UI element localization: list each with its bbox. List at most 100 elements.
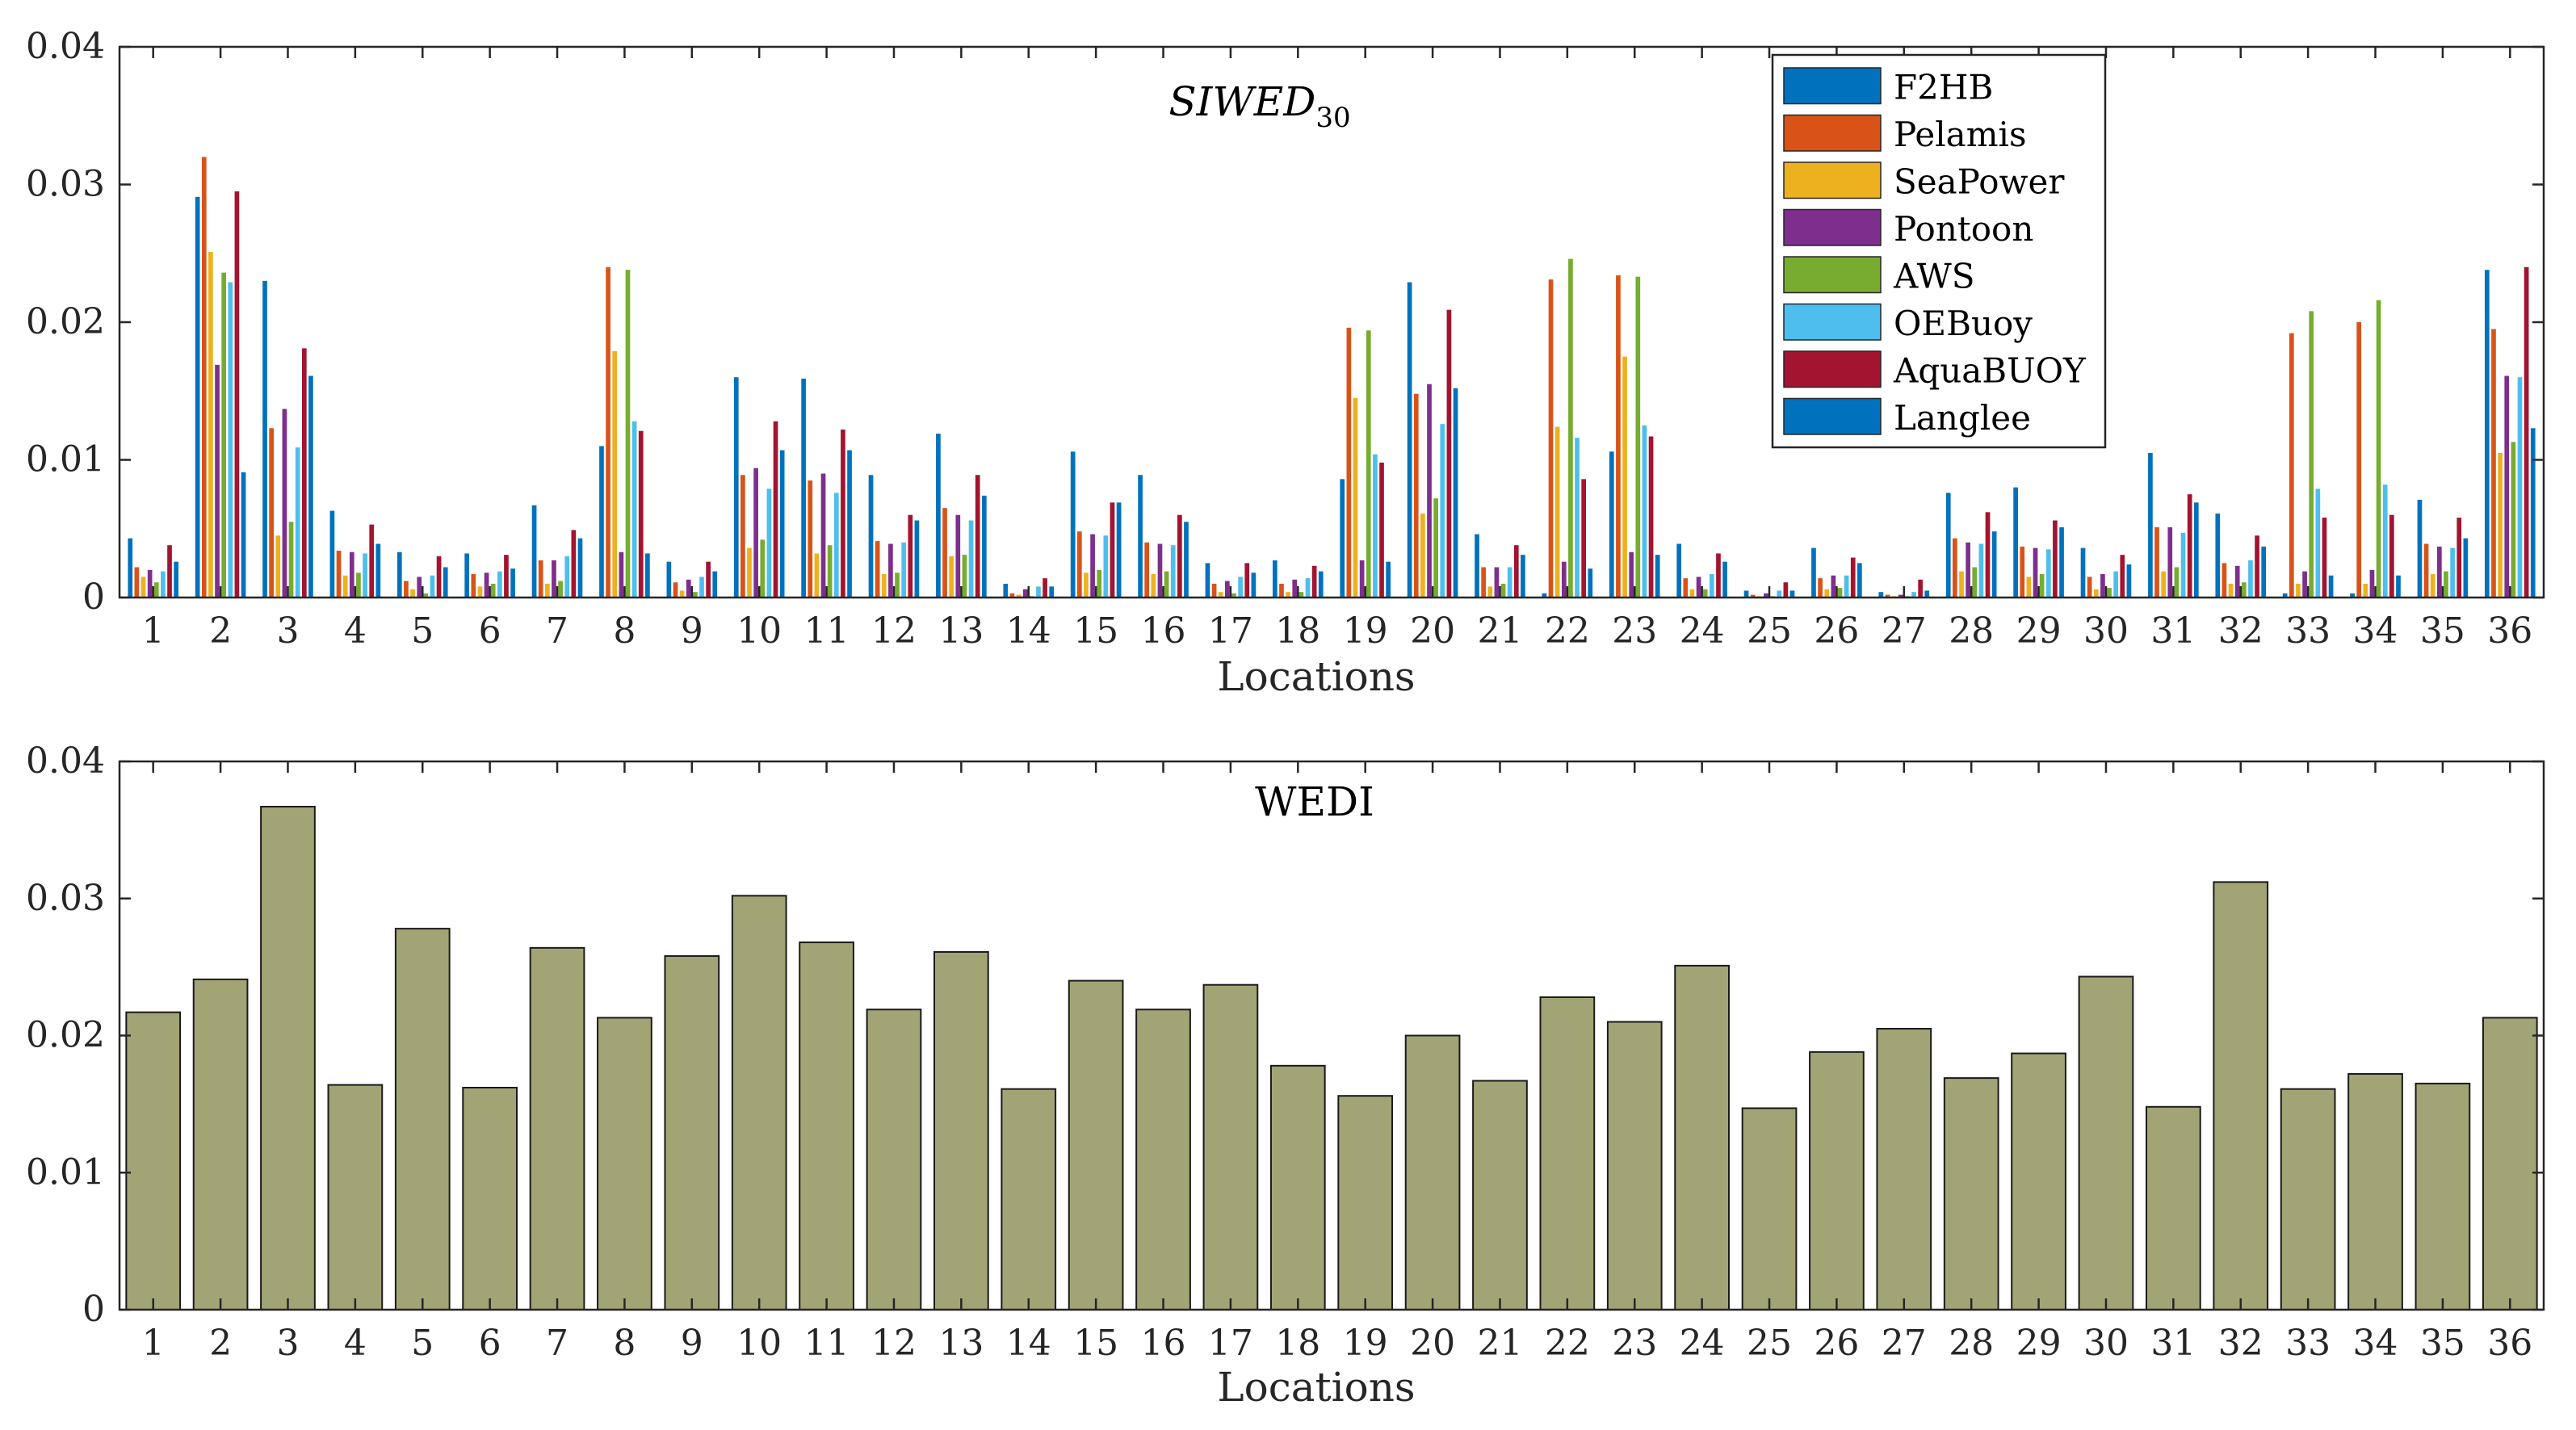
- bar-wedi-loc-35: [2414, 1082, 2471, 1310]
- bar-oebuoy-loc-10: [766, 489, 772, 598]
- bar-langlee-loc-12: [914, 520, 920, 598]
- bar-f2hb-loc-35: [2417, 499, 2423, 598]
- bar-pelamis-loc-21: [1481, 567, 1486, 598]
- x-tick-label: 35: [2420, 610, 2465, 652]
- bar-wedi-loc-16: [1135, 1009, 1191, 1311]
- bar-aquabuoy-loc-13: [975, 475, 980, 598]
- bar-pelamis-loc-12: [875, 541, 880, 598]
- bar-f2hb-loc-12: [868, 475, 874, 598]
- bar-f2hb-loc-33: [2282, 593, 2288, 598]
- x-tick-label: 35: [2420, 1323, 2465, 1364]
- bar-wedi-loc-1: [125, 1011, 182, 1310]
- bar-aquabuoy-loc-29: [2053, 520, 2058, 598]
- wedi-axes: 00.010.020.030.041 2 3 4 5 6 7 8 9 10 11 12 13 14 15 16…: [26, 740, 2545, 1364]
- bar-seapower-loc-6: [477, 586, 483, 598]
- bar-aws-loc-6: [490, 583, 496, 598]
- bar-aws-loc-22: [1568, 258, 1573, 598]
- bar-langlee-loc-17: [1251, 572, 1257, 598]
- legend-swatch-seapower: [1783, 161, 1882, 199]
- x-tick-label: 30: [2083, 1323, 2129, 1364]
- bar-langlee-loc-14: [1049, 586, 1055, 598]
- bar-seapower-loc-23: [1622, 356, 1627, 598]
- bar-f2hb-loc-19: [1340, 479, 1345, 598]
- bar-pontoon-loc-17: [1225, 581, 1230, 598]
- bar-seapower-loc-30: [2093, 589, 2099, 598]
- bar-pontoon-loc-4: [349, 551, 355, 598]
- bar-pontoon-loc-24: [1696, 577, 1701, 598]
- bar-pontoon-loc-33: [2302, 571, 2307, 598]
- bar-pelamis-loc-3: [269, 428, 274, 598]
- bar-f2hb-loc-1: [128, 538, 133, 598]
- bar-pontoon-loc-20: [1427, 384, 1432, 598]
- legend-label-oebuoy: OEBuoy: [1894, 304, 2033, 343]
- bar-oebuoy-loc-31: [2180, 532, 2186, 598]
- x-tick-label: 4: [344, 1323, 367, 1364]
- x-tick-label: 19: [1343, 610, 1388, 652]
- bar-aws-loc-12: [895, 572, 900, 598]
- bar-pontoon-loc-21: [1494, 567, 1500, 598]
- bar-aquabuoy-loc-24: [1716, 553, 1721, 598]
- x-tick-label: 22: [1545, 610, 1590, 652]
- bar-langlee-loc-20: [1453, 388, 1458, 598]
- bar-wedi-loc-15: [1068, 979, 1124, 1310]
- x-tick-label: 1: [142, 1323, 165, 1364]
- bar-seapower-loc-28: [1959, 571, 1964, 598]
- bar-oebuoy-loc-9: [699, 577, 704, 598]
- x-tick-label: 12: [871, 1323, 917, 1364]
- x-tick-label: 32: [2218, 610, 2263, 652]
- bar-pontoon-loc-34: [2369, 569, 2375, 598]
- bar-f2hb-loc-10: [733, 377, 739, 598]
- bar-f2hb-loc-23: [1609, 451, 1614, 598]
- bar-oebuoy-loc-20: [1440, 424, 1445, 598]
- bar-aws-loc-19: [1366, 330, 1371, 598]
- x-tick-label: 2: [209, 610, 232, 652]
- bar-f2hb-loc-5: [396, 551, 402, 598]
- bar-f2hb-loc-30: [2080, 547, 2086, 598]
- bar-aws-loc-10: [760, 539, 766, 598]
- bar-seapower-loc-29: [2026, 577, 2032, 598]
- bar-aquabuoy-loc-31: [2187, 494, 2192, 598]
- legend-label-langlee: Langlee: [1894, 398, 2031, 438]
- bar-seapower-loc-17: [1218, 592, 1223, 598]
- bar-wedi-loc-7: [529, 946, 585, 1310]
- bar-oebuoy-loc-18: [1305, 578, 1311, 598]
- x-tick-label: 2: [209, 1323, 232, 1364]
- bar-pelamis-loc-23: [1616, 275, 1621, 598]
- bar-aws-loc-8: [625, 270, 631, 598]
- bar-oebuoy-loc-34: [2382, 484, 2388, 598]
- bar-f2hb-loc-17: [1205, 563, 1210, 598]
- x-tick-label: 18: [1275, 610, 1320, 652]
- bar-pelamis-loc-25: [1750, 594, 1756, 598]
- bar-f2hb-loc-20: [1407, 282, 1412, 598]
- bar-pelamis-loc-5: [404, 581, 409, 598]
- x-tick-label: 24: [1680, 1323, 1725, 1364]
- bar-pelamis-loc-36: [2491, 329, 2496, 598]
- bar-oebuoy-loc-7: [564, 556, 570, 598]
- bar-aws-loc-15: [1097, 569, 1102, 598]
- legend-swatch-aws: [1783, 256, 1882, 294]
- siwed-title: SIWED30: [1168, 78, 1350, 134]
- legend-label-seapower: SeaPower: [1894, 162, 2065, 202]
- bar-wedi-loc-36: [2482, 1017, 2538, 1310]
- x-tick-label: 8: [613, 1323, 636, 1364]
- bar-wedi-loc-32: [2213, 881, 2269, 1310]
- bar-oebuoy-loc-29: [2045, 549, 2051, 598]
- x-tick-label: 18: [1275, 1323, 1320, 1364]
- wedi-title: WEDI: [1255, 778, 1374, 825]
- bar-aws-loc-35: [2444, 571, 2448, 598]
- siwed-chart: 00.010.020.030.041 2 3 4 5 6 7 8 9 10 11 12 13 14 15 16…: [26, 26, 2545, 700]
- bar-pelamis-loc-33: [2289, 333, 2294, 598]
- bar-f2hb-loc-22: [1542, 593, 1547, 598]
- bar-langlee-loc-36: [2530, 428, 2536, 598]
- bar-f2hb-loc-28: [1945, 493, 1951, 598]
- bar-seapower-loc-9: [679, 590, 685, 598]
- bar-oebuoy-loc-36: [2517, 377, 2523, 598]
- bar-f2hb-loc-15: [1070, 451, 1076, 598]
- bar-oebuoy-loc-13: [968, 520, 974, 598]
- siwed-title-subscript: 30: [1315, 102, 1350, 134]
- bar-aquabuoy-loc-4: [369, 524, 375, 598]
- bar-pontoon-loc-25: [1764, 593, 1768, 598]
- bar-wedi-loc-6: [462, 1087, 518, 1310]
- bar-pelamis-loc-13: [942, 508, 947, 598]
- bar-aws-loc-1: [153, 582, 159, 598]
